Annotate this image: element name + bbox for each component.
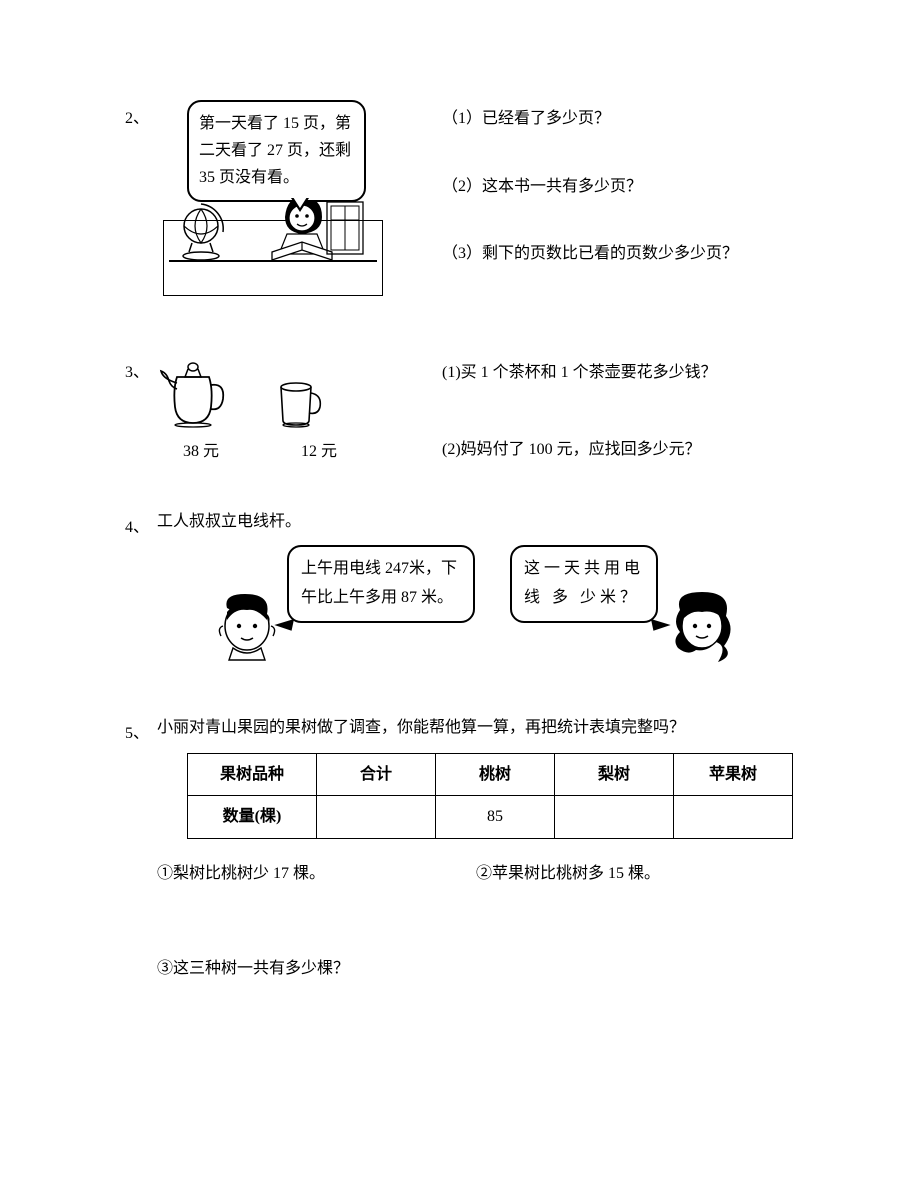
q5-title: 小丽对青山果园的果树做了调查，你能帮他算一算，再把统计表填完整吗？: [157, 715, 795, 741]
table-cell: [674, 796, 793, 839]
q2-number: 2、: [125, 106, 149, 132]
table-header-cell: 合计: [317, 753, 436, 796]
table-header-cell: 梨树: [555, 753, 674, 796]
q4-body: 工人叔叔立电线杆。 上午用电线 247米，下午比上午多用 87 米。 这一天共用…: [157, 509, 795, 670]
q2-part-1: （1）已经看了多少页？: [442, 106, 795, 132]
table-cell: [555, 796, 674, 839]
q2-part-2: （2）这本书一共有多少页？: [442, 174, 795, 200]
table-header-cell: 桃树: [436, 753, 555, 796]
question-4: 4、 工人叔叔立电线杆。 上午用电线 247米，下午比上午多用 87 米。 这一…: [125, 509, 795, 670]
table-header-cell: 果树品种: [188, 753, 317, 796]
girl-head-icon: [668, 590, 738, 670]
q5-sub-1: ①梨树比桃树少 17 棵。: [157, 861, 476, 887]
question-2: 2、 第一天看了 15 页，第二天看了 27 页，还剩35 页没有看。: [125, 100, 795, 309]
q4-bubble-a: 上午用电线 247米，下午比上午多用 87 米。: [287, 545, 475, 623]
child-reading-icon: [267, 192, 372, 282]
q2-part-3: （3）剩下的页数比已看的页数少多少页？: [442, 241, 795, 267]
q5-sub-3: ③这三种树一共有多少棵？: [157, 956, 795, 982]
q3-part-2: (2)妈妈付了 100 元，应找回多少元？: [442, 437, 795, 463]
q2-speech-bubble: 第一天看了 15 页，第二天看了 27 页，还剩35 页没有看。: [187, 100, 366, 202]
cup-price: 12 元: [275, 439, 363, 465]
q3-number: 3、: [125, 360, 149, 386]
teapot-icon: [157, 359, 232, 429]
q5-number: 5、: [125, 721, 149, 747]
q2-illustration: [157, 192, 397, 297]
q4-title: 工人叔叔立电线杆。: [157, 509, 795, 535]
q3-body: 38 元 12 元 (1)买 1 个茶杯和 1 个茶壶要花多少钱？ (2)妈妈付…: [157, 354, 795, 465]
table-cell: [317, 796, 436, 839]
table-row-label: 数量(棵): [188, 796, 317, 839]
q5-body: 小丽对青山果园的果树做了调查，你能帮他算一算，再把统计表填完整吗？ 果树品种 合…: [157, 715, 795, 982]
boy-head-icon: [217, 590, 279, 662]
q4-number: 4、: [125, 515, 149, 541]
table-data-row: 数量(棵) 85: [188, 796, 793, 839]
globe-icon: [175, 202, 230, 262]
table-cell: 85: [436, 796, 555, 839]
cup-icon: [274, 381, 322, 429]
question-5: 5、 小丽对青山果园的果树做了调查，你能帮他算一算，再把统计表填完整吗？ 果树品…: [125, 715, 795, 982]
table-header-cell: 苹果树: [674, 753, 793, 796]
fruit-table: 果树品种 合计 桃树 梨树 苹果树 数量(棵) 85: [187, 753, 793, 839]
q2-body: 第一天看了 15 页，第二天看了 27 页，还剩35 页没有看。: [157, 100, 795, 309]
q5-sub-2: ②苹果树比桃树多 15 棵。: [476, 861, 795, 887]
table-header-row: 果树品种 合计 桃树 梨树 苹果树: [188, 753, 793, 796]
q3-part-1: (1)买 1 个茶杯和 1 个茶壶要花多少钱？: [442, 360, 795, 386]
question-3: 3、: [125, 354, 795, 465]
q4-bubble-b: 这一天共用电 线 多 少米？: [510, 545, 658, 623]
teapot-price: 38 元: [157, 439, 245, 465]
